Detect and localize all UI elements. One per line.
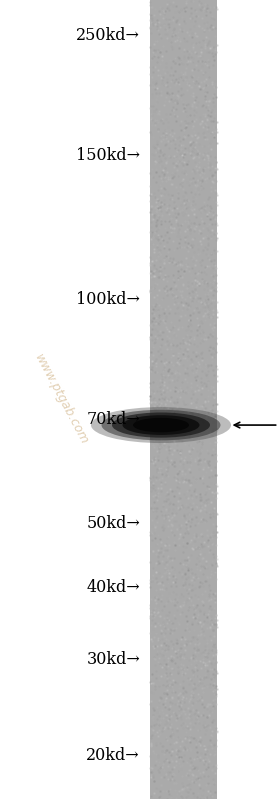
Ellipse shape [133, 418, 189, 432]
Ellipse shape [91, 407, 231, 443]
Ellipse shape [112, 412, 210, 438]
Text: 150kd→: 150kd→ [76, 147, 140, 165]
Text: 250kd→: 250kd→ [76, 27, 140, 45]
Text: www.ptgab.com: www.ptgab.com [32, 352, 91, 447]
Text: 50kd→: 50kd→ [86, 515, 140, 532]
Text: 100kd→: 100kd→ [76, 291, 140, 308]
Text: 30kd→: 30kd→ [86, 650, 140, 668]
Ellipse shape [123, 415, 199, 435]
Ellipse shape [101, 410, 221, 440]
Text: 20kd→: 20kd→ [86, 746, 140, 764]
Bar [150, 0, 217, 799]
Text: 40kd→: 40kd→ [86, 578, 140, 596]
Text: 70kd→: 70kd→ [86, 411, 140, 428]
